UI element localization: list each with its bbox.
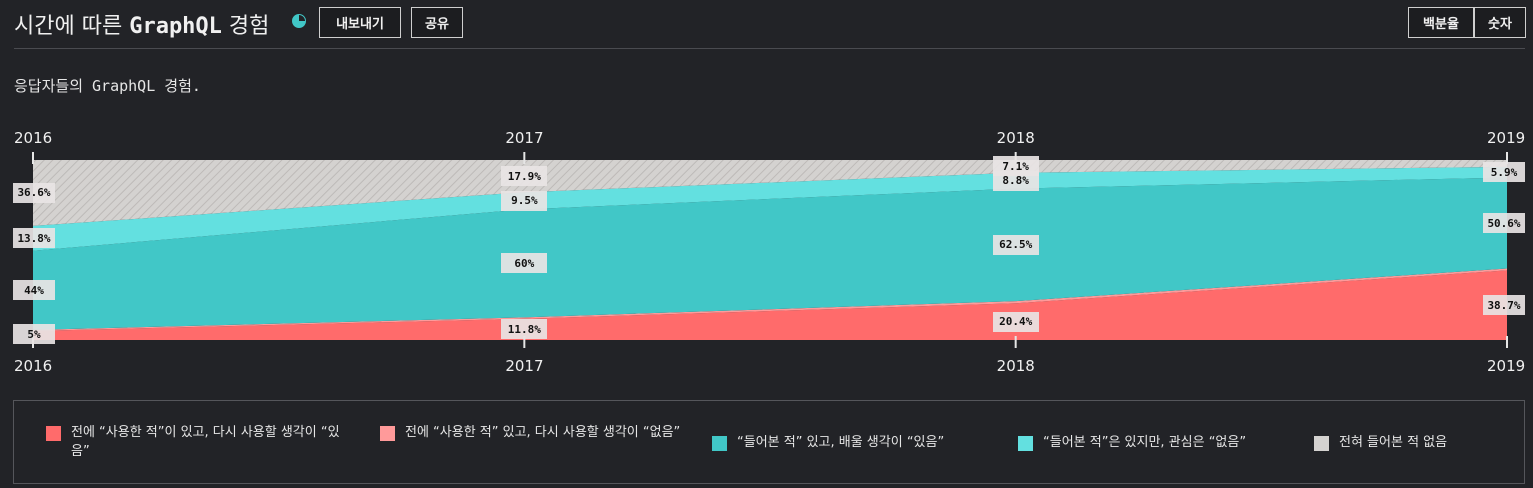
data-label: 36.6% xyxy=(13,182,55,203)
export-button[interactable]: 내보내기 xyxy=(319,7,401,38)
x-tick-label: 2016 xyxy=(14,357,53,375)
data-label: 5.9% xyxy=(1483,162,1525,183)
data-label: 13.8% xyxy=(13,228,55,249)
count-toggle-button[interactable]: 숫자 xyxy=(1474,7,1526,38)
area-never-heard xyxy=(33,160,1507,226)
legend-label: “들어본 적” 있고, 배울 생각이 “있음” xyxy=(737,435,945,450)
legend-item-not-interested[interactable]: “들어본 적”은 있지만, 관심은 “없음” xyxy=(1018,433,1308,452)
legend-item-never-heard[interactable]: 전혀 들어본 적 없음 xyxy=(1314,433,1514,452)
legend-swatch xyxy=(46,426,61,441)
chart-subtitle: 응답자들의 GraphQL 경험. xyxy=(14,77,201,95)
header-divider xyxy=(14,48,1525,49)
legend-label: 전에 “사용한 적”이 있고, 다시 사용할 생각이 “있음” xyxy=(71,425,340,459)
data-label: 7.1% xyxy=(992,156,1039,177)
area-interested xyxy=(33,177,1507,330)
legend-item-would-use[interactable]: 전에 “사용한 적”이 있고, 다시 사용할 생각이 “있음” xyxy=(46,423,356,461)
legend-item-interested[interactable]: “들어본 적” 있고, 배울 생각이 “있음” xyxy=(712,433,1012,452)
x-tick-label: 2017 xyxy=(505,129,544,147)
data-label: 9.5% xyxy=(501,190,548,211)
title-suffix: 경험 xyxy=(228,14,270,39)
data-label: 11.8% xyxy=(501,319,548,340)
legend-swatch xyxy=(712,436,727,451)
legend-swatch xyxy=(1018,436,1033,451)
x-tick-label: 2016 xyxy=(14,129,53,147)
legend-swatch xyxy=(380,426,395,441)
data-label: 20.4% xyxy=(992,311,1039,332)
progress-circle-icon xyxy=(292,14,306,28)
legend-label: 전에 “사용한 적” 있고, 다시 사용할 생각이 “없음” xyxy=(405,425,681,440)
title-highlight: GraphQL xyxy=(129,14,222,39)
x-tick-label: 2018 xyxy=(996,357,1035,375)
chart-title: 시간에 따른 GraphQL 경험 xyxy=(14,8,269,40)
data-label: 44% xyxy=(13,280,55,301)
legend-swatch xyxy=(1314,436,1329,451)
data-label: 17.9% xyxy=(501,166,548,187)
x-tick-label: 2019 xyxy=(1487,129,1526,147)
legend-item-would-not-use[interactable]: 전에 “사용한 적” 있고, 다시 사용할 생각이 “없음” xyxy=(380,423,690,442)
stacked-area-chart xyxy=(32,152,1508,348)
legend: 전에 “사용한 적”이 있고, 다시 사용할 생각이 “있음” 전에 “사용한 … xyxy=(13,400,1525,484)
legend-label: “들어본 적”은 있지만, 관심은 “없음” xyxy=(1043,435,1247,450)
legend-label: 전혀 들어본 적 없음 xyxy=(1339,435,1448,450)
chart-header: 시간에 따른 GraphQL 경험 내보내기 공유 백분율 숫자 xyxy=(0,0,1533,48)
data-label: 5% xyxy=(13,324,55,344)
data-label: 50.6% xyxy=(1483,213,1525,233)
x-tick-label: 2017 xyxy=(505,357,544,375)
title-prefix: 시간에 따른 xyxy=(14,14,123,39)
area-would-use xyxy=(33,270,1507,340)
area-not-interested xyxy=(33,166,1507,251)
x-tick-label: 2018 xyxy=(996,129,1035,147)
data-label: 62.5% xyxy=(992,234,1039,255)
percent-toggle-button[interactable]: 백분율 xyxy=(1408,7,1474,38)
data-label: 60% xyxy=(501,253,548,274)
data-label: 38.7% xyxy=(1483,295,1525,316)
share-button[interactable]: 공유 xyxy=(411,7,463,38)
x-tick-label: 2019 xyxy=(1487,357,1526,375)
